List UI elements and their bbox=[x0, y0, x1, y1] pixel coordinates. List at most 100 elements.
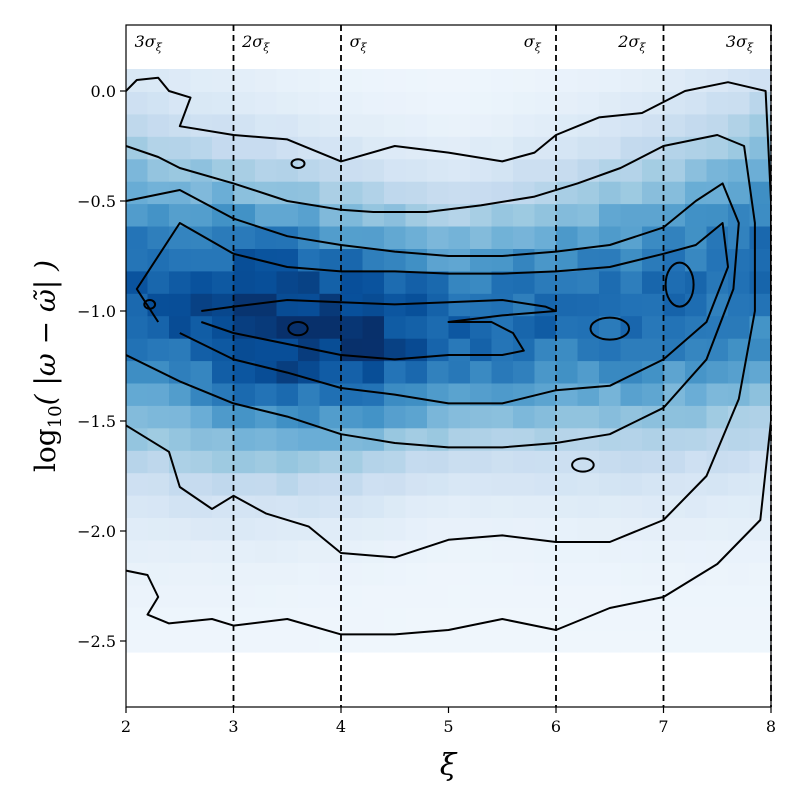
heatmap-cell bbox=[298, 69, 321, 92]
heatmap-cell bbox=[513, 584, 536, 608]
contour-island-4 bbox=[290, 158, 306, 170]
heatmap-cell bbox=[556, 607, 579, 631]
heatmap-cell bbox=[663, 113, 686, 137]
heatmap-cell bbox=[620, 293, 643, 317]
heatmap-cell bbox=[448, 517, 471, 541]
heatmap-cell bbox=[620, 248, 643, 272]
heatmap-cell bbox=[513, 472, 536, 496]
heatmap-cell bbox=[405, 427, 428, 451]
heatmap-cell bbox=[599, 562, 622, 586]
heatmap-cell bbox=[556, 382, 579, 406]
heatmap-cell bbox=[577, 607, 600, 631]
contour-line-1 bbox=[126, 76, 771, 636]
heatmap-cell bbox=[362, 495, 385, 518]
heatmap-cell bbox=[685, 203, 708, 227]
heatmap-cell bbox=[470, 427, 493, 451]
heatmap-cell bbox=[620, 405, 643, 429]
heatmap-cell bbox=[706, 203, 729, 227]
heatmap-cell bbox=[663, 517, 686, 541]
heatmap-cell bbox=[599, 450, 622, 474]
heatmap-cell bbox=[706, 113, 729, 137]
sigma-annotations: 3σξ 2σξ σξ σξ 2σξ 3σξ bbox=[135, 32, 754, 54]
heatmap-cell bbox=[233, 270, 256, 294]
heatmap-cell bbox=[319, 382, 342, 406]
heatmap-cell bbox=[362, 91, 385, 115]
heatmap-cell bbox=[577, 562, 600, 586]
heatmap-cell bbox=[319, 607, 342, 631]
heatmap-cell bbox=[169, 539, 192, 563]
heatmap-cell bbox=[728, 427, 751, 451]
heatmap-cell bbox=[513, 405, 536, 429]
heatmap-cell bbox=[728, 607, 751, 631]
heatmap-cell bbox=[255, 270, 278, 294]
heatmap-cell bbox=[706, 495, 729, 518]
heatmap-cell bbox=[663, 427, 686, 451]
heatmap-cell bbox=[513, 382, 536, 406]
heatmap-cell bbox=[577, 517, 600, 541]
heatmap-cell bbox=[534, 360, 557, 384]
heatmap-cell bbox=[685, 517, 708, 541]
heatmap-cell bbox=[319, 91, 342, 115]
heatmap-cell bbox=[749, 91, 771, 115]
heatmap-cell bbox=[513, 360, 536, 384]
heatmap-cell bbox=[276, 113, 299, 137]
heatmap-cell bbox=[491, 450, 514, 474]
heatmap-cell bbox=[319, 270, 342, 294]
heatmap-cell bbox=[513, 607, 536, 631]
heatmap-cell bbox=[427, 203, 450, 227]
heatmap-cell bbox=[362, 517, 385, 541]
heatmap-cell bbox=[577, 248, 600, 272]
heatmap-cell bbox=[663, 248, 686, 272]
heatmap-cell bbox=[255, 91, 278, 115]
heatmap-cell bbox=[706, 562, 729, 586]
heatmap-cell bbox=[577, 539, 600, 563]
x-tick-label: 7 bbox=[658, 717, 668, 736]
heatmap-cell bbox=[620, 427, 643, 451]
heatmap-cell bbox=[706, 360, 729, 384]
y-axis-title-sub: 10 bbox=[45, 405, 66, 428]
heatmap-cell bbox=[642, 203, 665, 227]
heatmap-cell bbox=[749, 607, 771, 631]
heatmap-cell bbox=[556, 270, 579, 294]
heatmap-cell bbox=[577, 69, 600, 92]
heatmap-cell bbox=[491, 495, 514, 518]
heatmap-cell bbox=[341, 158, 364, 182]
sigma-annotation-5: 2σξ bbox=[617, 32, 646, 54]
heatmap-cell bbox=[147, 382, 170, 406]
heatmap-cell bbox=[190, 113, 213, 137]
heatmap-cell bbox=[642, 450, 665, 474]
heatmap-cell bbox=[147, 203, 170, 227]
heatmap-cell bbox=[534, 382, 557, 406]
heatmap-cell bbox=[749, 338, 771, 362]
heatmap-cell bbox=[341, 248, 364, 272]
x-tick-label: 6 bbox=[551, 717, 561, 736]
heatmap-cell bbox=[384, 338, 407, 362]
heatmap-cell bbox=[233, 113, 256, 137]
heatmap-cell bbox=[212, 472, 235, 496]
heatmap-cell bbox=[341, 382, 364, 406]
heatmap-cell bbox=[642, 113, 665, 137]
heatmap-cell bbox=[233, 136, 256, 160]
heatmap-cell bbox=[190, 360, 213, 384]
heatmap-cell bbox=[169, 517, 192, 541]
heatmap-cell bbox=[362, 158, 385, 182]
heatmap-cell bbox=[233, 91, 256, 115]
heatmap-cell bbox=[491, 338, 514, 362]
heatmap-cell bbox=[448, 248, 471, 272]
heatmap-cell bbox=[749, 136, 771, 160]
heatmap-cell bbox=[534, 584, 557, 608]
heatmap-cell bbox=[642, 584, 665, 608]
heatmap-cell bbox=[362, 360, 385, 384]
heatmap-cell bbox=[556, 405, 579, 429]
heatmap-cell bbox=[749, 382, 771, 406]
heatmap-cell bbox=[706, 427, 729, 451]
heatmap-cell bbox=[663, 360, 686, 384]
heatmap-cell bbox=[126, 203, 149, 227]
heatmap-cell bbox=[470, 607, 493, 631]
heatmap-cell bbox=[190, 270, 213, 294]
heatmap-cell bbox=[126, 270, 149, 294]
heatmap-cell bbox=[362, 338, 385, 362]
heatmap-cell bbox=[384, 158, 407, 182]
heatmap bbox=[126, 69, 771, 653]
heatmap-cell bbox=[427, 629, 450, 653]
